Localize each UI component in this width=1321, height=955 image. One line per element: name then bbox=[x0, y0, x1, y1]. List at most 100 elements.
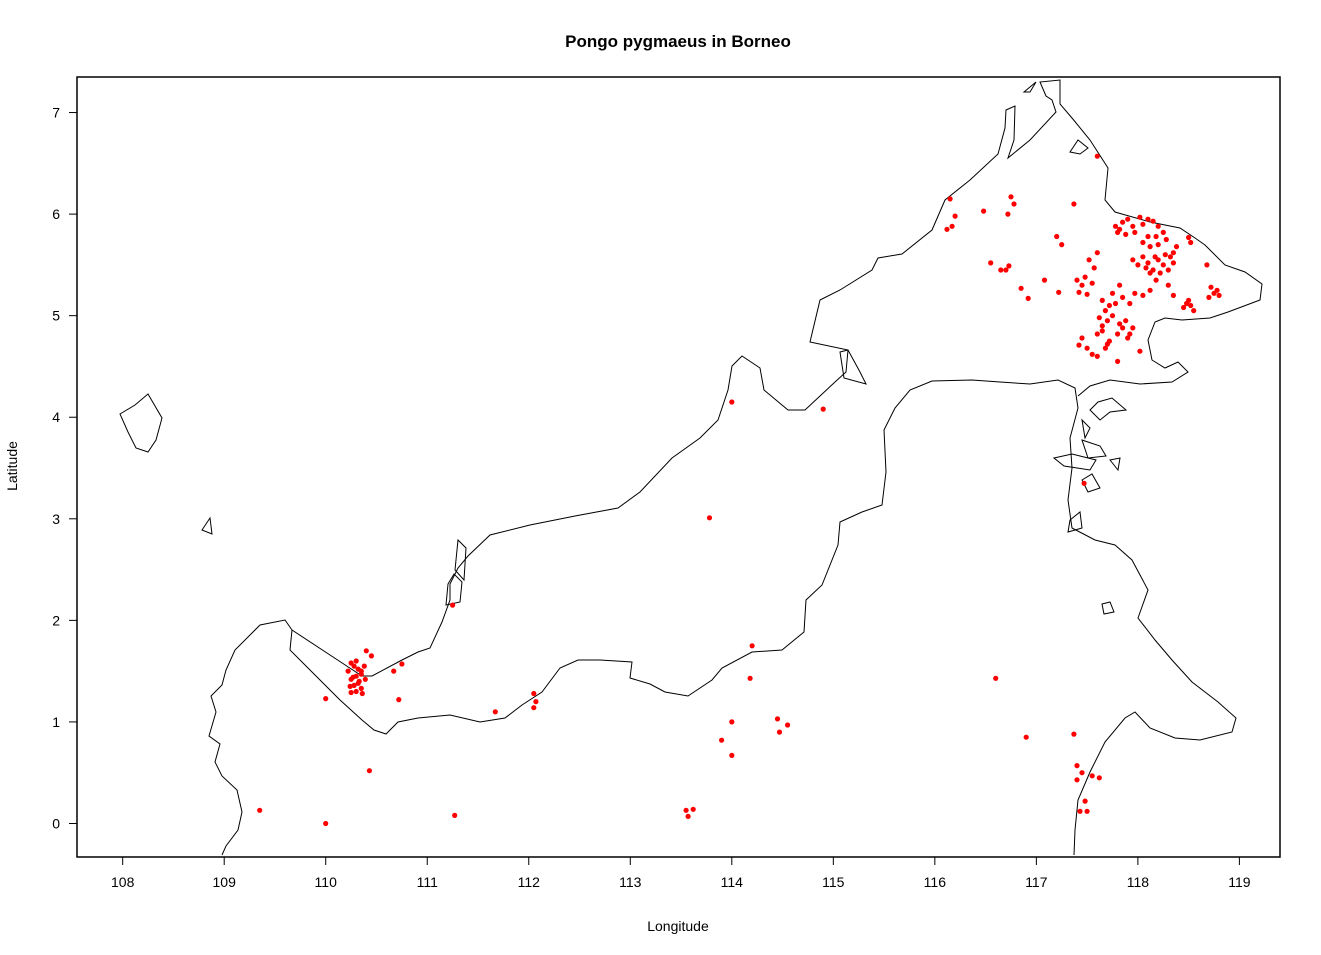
island-path bbox=[1081, 418, 1091, 440]
x-tick-label: 108 bbox=[111, 874, 135, 890]
occurrence-point bbox=[1112, 300, 1119, 307]
occurrence-point bbox=[1120, 294, 1126, 300]
x-axis: 108 109 110 111 112 113 114 115 116 117 118 119 bbox=[111, 857, 1251, 890]
occurrence-point bbox=[1089, 280, 1095, 286]
occurrence-point bbox=[1109, 313, 1116, 319]
occurrence-point bbox=[257, 807, 263, 813]
occurrence-point bbox=[981, 208, 987, 214]
occurrence-point bbox=[1076, 289, 1082, 295]
x-tick-label: 112 bbox=[518, 874, 541, 890]
occurrence-point bbox=[351, 682, 357, 689]
x-tick-label: 111 bbox=[417, 874, 438, 890]
occurrence-point bbox=[358, 671, 364, 677]
occurrence-point bbox=[729, 719, 735, 725]
occurrence-point bbox=[1140, 254, 1146, 260]
occurrence-point bbox=[1155, 223, 1161, 229]
occurrence-point bbox=[363, 648, 369, 654]
occurrence-point bbox=[944, 226, 950, 232]
occurrence-point bbox=[1102, 308, 1108, 314]
occurrence-point bbox=[368, 653, 374, 659]
occurrence-point bbox=[1082, 274, 1088, 280]
x-tick-label: 115 bbox=[822, 874, 845, 890]
occurrence-point bbox=[1163, 236, 1169, 243]
y-tick-label: 3 bbox=[52, 511, 60, 527]
occurrence-point bbox=[1099, 328, 1105, 334]
x-tick-label: 114 bbox=[721, 874, 744, 890]
occurrence-point bbox=[1115, 358, 1121, 364]
x-tick-label: 109 bbox=[213, 874, 237, 890]
occurrence-point bbox=[1089, 773, 1095, 779]
occurrence-point bbox=[1003, 267, 1009, 273]
island-path bbox=[1081, 473, 1101, 493]
occurrence-point bbox=[949, 223, 955, 229]
occurrence-points bbox=[257, 153, 1222, 827]
x-tick-label: 118 bbox=[1127, 874, 1150, 890]
occurrence-point bbox=[690, 806, 696, 812]
occurrence-point bbox=[1216, 292, 1222, 298]
occurrence-point bbox=[747, 675, 753, 681]
occurrence-point bbox=[1214, 287, 1220, 293]
occurrence-point bbox=[1096, 315, 1102, 321]
occurrence-point bbox=[1184, 300, 1190, 307]
occurrence-point bbox=[1096, 775, 1102, 781]
coastline-path bbox=[839, 349, 867, 385]
island-path bbox=[1081, 439, 1107, 459]
occurrence-point bbox=[450, 602, 456, 608]
occurrence-point bbox=[1115, 229, 1121, 235]
occurrence-point bbox=[1094, 331, 1100, 337]
occurrence-point bbox=[729, 752, 735, 759]
occurrence-point bbox=[952, 213, 958, 219]
occurrence-point bbox=[1157, 270, 1163, 276]
occurrence-point bbox=[1115, 331, 1121, 337]
occurrence-point bbox=[1076, 342, 1082, 348]
occurrence-point bbox=[1153, 233, 1159, 240]
occurrence-point bbox=[1018, 285, 1024, 291]
occurrence-point bbox=[993, 675, 999, 681]
y-tick-label: 7 bbox=[52, 105, 60, 121]
occurrence-point bbox=[1132, 290, 1138, 296]
occurrence-point bbox=[1204, 262, 1210, 268]
occurrence-point bbox=[1008, 194, 1014, 200]
occurrence-point bbox=[1137, 214, 1143, 220]
occurrence-point bbox=[1135, 262, 1141, 268]
occurrence-point bbox=[1170, 292, 1176, 298]
occurrence-point bbox=[1056, 289, 1062, 295]
occurrence-point bbox=[1208, 284, 1214, 290]
occurrence-point bbox=[1084, 808, 1090, 814]
occurrence-point bbox=[355, 680, 361, 686]
occurrence-point bbox=[1147, 244, 1153, 250]
island-path bbox=[1052, 453, 1097, 471]
x-tick-label: 110 bbox=[315, 874, 338, 890]
occurrence-point bbox=[348, 689, 354, 696]
occurrence-point bbox=[1165, 282, 1171, 288]
occurrence-point bbox=[1147, 270, 1153, 276]
occurrence-point bbox=[361, 663, 367, 669]
occurrence-point bbox=[1145, 216, 1151, 222]
x-tick-label: 117 bbox=[1025, 874, 1048, 890]
occurrence-point bbox=[1130, 257, 1136, 263]
occurrence-point bbox=[1147, 287, 1153, 293]
occurrence-point bbox=[1162, 252, 1168, 258]
occurrence-point bbox=[1104, 318, 1110, 324]
occurrence-point bbox=[1170, 260, 1176, 266]
occurrence-point bbox=[1054, 233, 1060, 240]
x-tick-label: 119 bbox=[1228, 874, 1251, 890]
coastline-path bbox=[1069, 139, 1089, 155]
occurrence-point bbox=[1074, 277, 1080, 283]
occurrence-point bbox=[706, 515, 713, 521]
occurrence-point bbox=[353, 688, 359, 695]
occurrence-point bbox=[492, 709, 498, 715]
occurrence-point bbox=[323, 820, 329, 827]
occurrence-point bbox=[1086, 257, 1092, 263]
occurrence-point bbox=[820, 406, 826, 412]
occurrence-point bbox=[1186, 234, 1192, 241]
occurrence-point bbox=[1094, 250, 1100, 256]
occurrence-point bbox=[1023, 734, 1029, 740]
island-path bbox=[445, 573, 463, 606]
occurrence-point bbox=[531, 705, 537, 711]
y-axis-label: Latitude bbox=[4, 441, 20, 491]
occurrence-point bbox=[1125, 216, 1131, 222]
occurrence-point bbox=[1127, 300, 1133, 307]
occurrence-point bbox=[399, 661, 405, 667]
occurrence-point bbox=[1071, 731, 1077, 737]
